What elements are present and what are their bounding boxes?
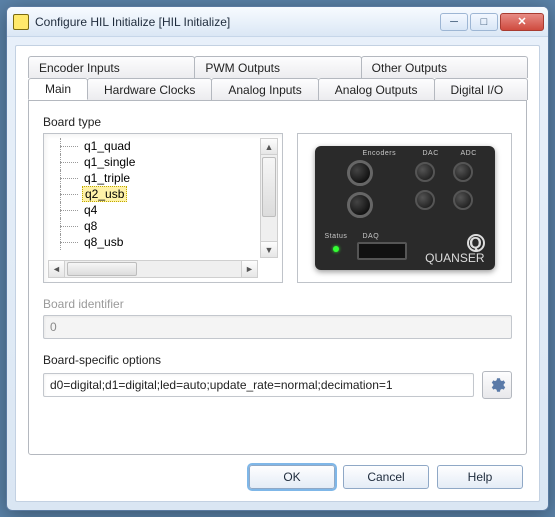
list-item[interactable]: q1_triple [48,170,258,186]
board-identifier-label: Board identifier [43,297,512,311]
board-options-configure-button[interactable] [482,371,512,399]
cancel-button[interactable]: Cancel [343,465,429,489]
scroll-down-button[interactable]: ▼ [261,241,277,257]
tab-hardware-clocks[interactable]: Hardware Clocks [87,78,212,100]
window-title: Configure HIL Initialize [HIL Initialize… [35,15,440,29]
tab-digital-io[interactable]: Digital I/O [434,78,529,100]
tab-label: PWM Outputs [205,61,280,75]
board-type-label: Board type [43,115,512,129]
scroll-thumb[interactable] [67,262,137,276]
board-options-field[interactable]: d0=digital;d1=digital;led=auto;update_ra… [43,373,474,397]
jack-icon [453,162,473,182]
close-button[interactable]: ✕ [500,13,544,31]
list-item-label: q1_single [82,155,137,169]
brand-label: Q QUANSER [425,234,484,264]
scroll-right-button[interactable]: ► [241,261,257,277]
board-identifier-value: 0 [50,320,57,334]
preview-label: DAQ [363,233,380,240]
horizontal-scrollbar[interactable]: ◄ ► [48,260,258,278]
port-icon [357,242,407,260]
help-button[interactable]: Help [437,465,523,489]
list-item-label: q1_quad [82,139,133,153]
title-bar[interactable]: Configure HIL Initialize [HIL Initialize… [7,7,548,37]
list-item[interactable]: q1_single [48,154,258,170]
list-item[interactable]: q8_usb [48,234,258,250]
jack-icon [415,162,435,182]
minimize-button[interactable]: ─ [440,13,468,31]
board-options-label: Board-specific options [43,353,512,367]
dialog-window: Configure HIL Initialize [HIL Initialize… [6,6,549,511]
button-label: OK [283,470,300,484]
button-bar: OK Cancel Help [28,455,527,491]
scroll-up-button[interactable]: ▲ [261,139,277,155]
tab-label: Analog Outputs [335,83,418,97]
preview-label: Encoders [363,150,397,157]
button-label: Cancel [367,470,404,484]
connector-icon [347,160,373,186]
tab-body-main: Board type q1_quad q1_single q1_tripleq2_u… [28,100,527,455]
list-item-label: q2_usb [82,186,127,202]
list-item-label: q8_usb [82,235,125,249]
led-icon [333,246,339,252]
list-item[interactable]: q1_quad [48,138,258,154]
scroll-thumb[interactable] [262,157,276,217]
tab-label: Other Outputs [372,61,447,75]
list-item[interactable]: q4 [48,202,258,218]
board-type-list[interactable]: q1_quad q1_single q1_tripleq2_usbq4 q8 q8_us… [43,133,283,283]
tab-analog-outputs[interactable]: Analog Outputs [318,78,435,100]
tab-row-lower: Main Hardware Clocks Analog Inputs Analo… [28,78,527,100]
tab-label: Hardware Clocks [104,83,195,97]
button-label: Help [468,470,493,484]
tab-label: Digital I/O [451,83,504,97]
list-item[interactable]: q8 [48,218,258,234]
tab-pwm-outputs[interactable]: PWM Outputs [194,56,361,78]
tab-label: Analog Inputs [228,83,301,97]
tab-label: Encoder Inputs [39,61,120,75]
tab-label: Main [45,82,71,96]
tab-other-outputs[interactable]: Other Outputs [361,56,528,78]
client-area: Encoder Inputs PWM Outputs Other Outputs… [15,45,540,502]
jack-icon [453,190,473,210]
gear-icon [488,376,506,394]
ok-button[interactable]: OK [249,465,335,489]
list-item[interactable]: q2_usb [48,186,258,202]
tab-analog-inputs[interactable]: Analog Inputs [211,78,318,100]
jack-icon [415,190,435,210]
list-item-label: q4 [82,203,99,217]
preview-label: Status [325,233,348,240]
board-identifier-field: 0 [43,315,512,339]
preview-label: ADC [461,150,477,157]
tab-main[interactable]: Main [28,78,88,100]
tab-row-upper: Encoder Inputs PWM Outputs Other Outputs [28,56,527,78]
vertical-scrollbar[interactable]: ▲ ▼ [260,138,278,258]
list-item-label: q8 [82,219,99,233]
board-options-value: d0=digital;d1=digital;led=auto;update_ra… [50,378,393,392]
board-type-list-inner: q1_quad q1_single q1_tripleq2_usbq4 q8 q8_us… [48,138,258,258]
app-icon [13,14,29,30]
board-image: Encoders DAC ADC Status DAQ [315,146,495,270]
list-item-label: q1_triple [82,171,132,185]
preview-label: DAC [423,150,439,157]
connector-icon [347,192,373,218]
tab-encoder-inputs[interactable]: Encoder Inputs [28,56,195,78]
brand-text: QUANSER [425,251,484,265]
maximize-button[interactable]: □ [470,13,498,31]
scroll-left-button[interactable]: ◄ [49,261,65,277]
board-preview: Encoders DAC ADC Status DAQ [297,133,512,283]
